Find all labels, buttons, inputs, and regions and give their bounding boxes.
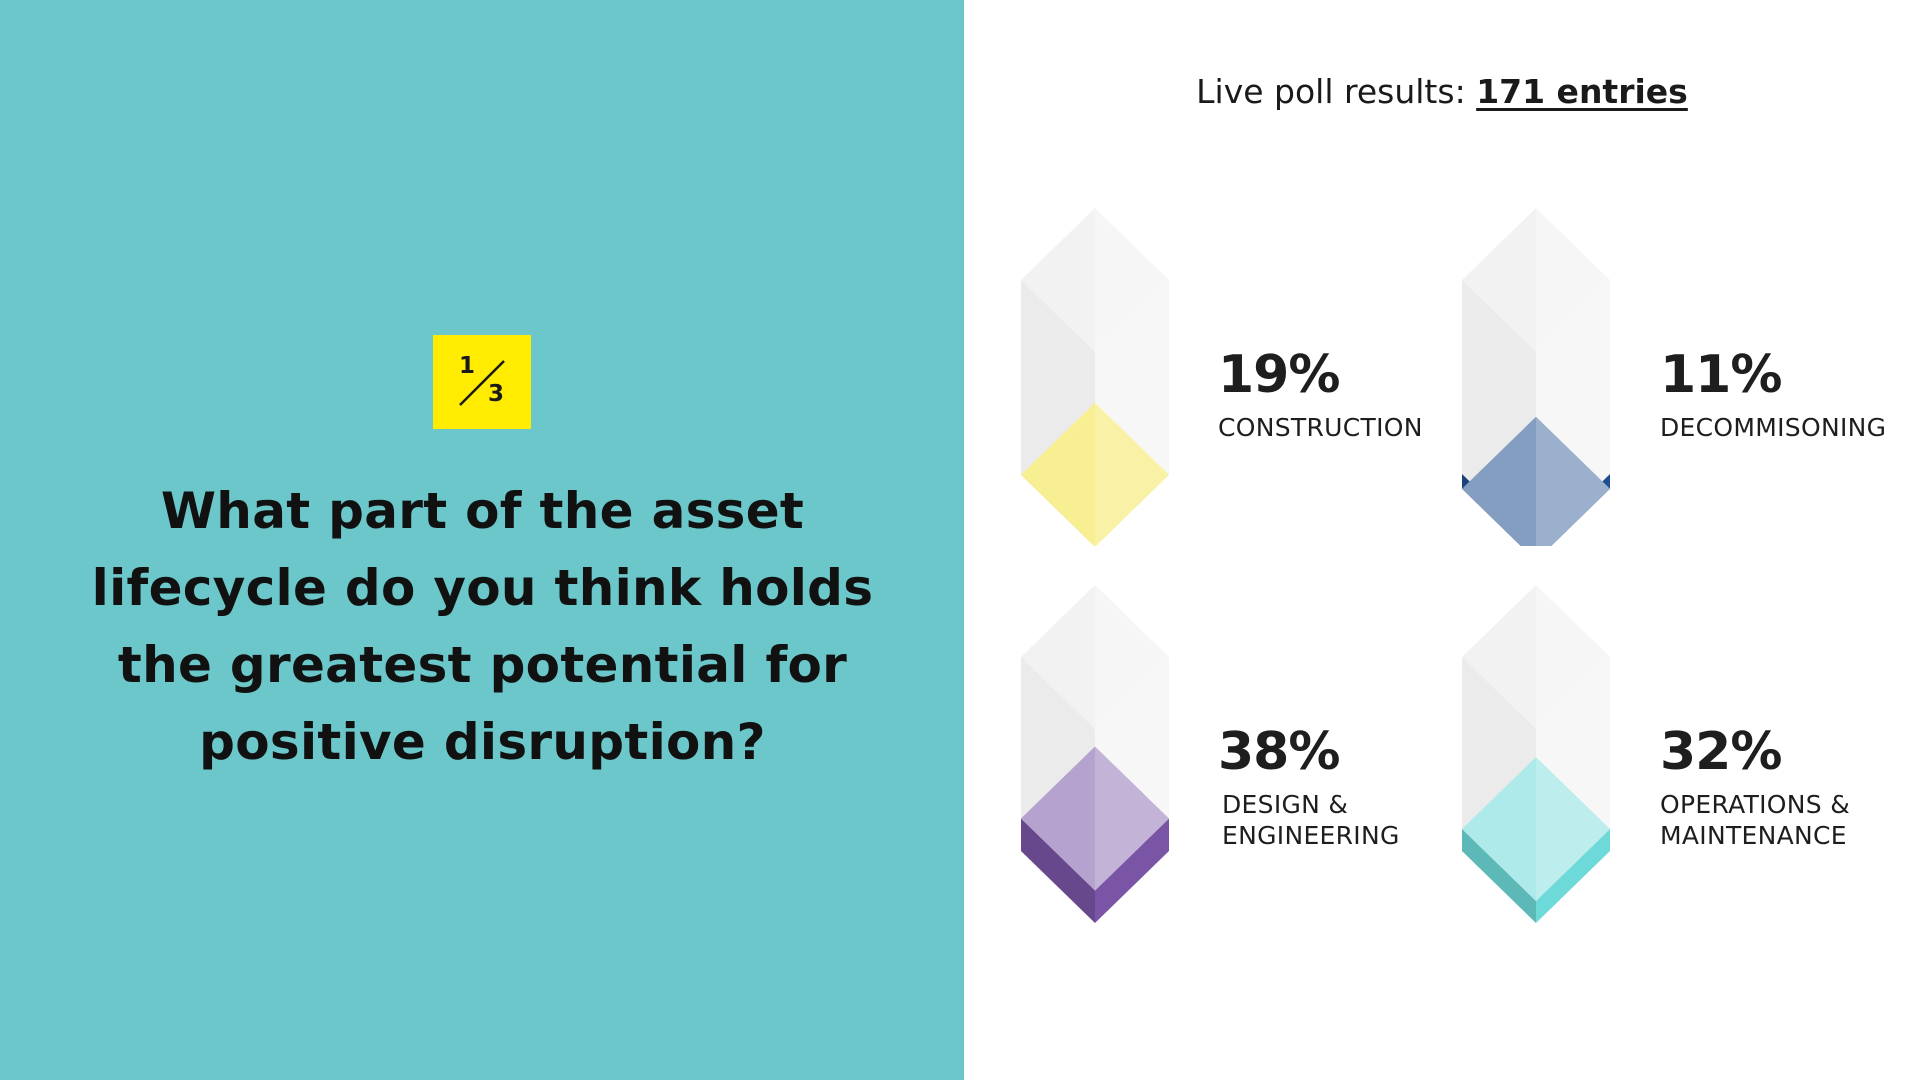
- gem-shape: [1462, 208, 1610, 546]
- result-percent-decommisoning: 11%: [1660, 345, 1782, 405]
- gem-ghost-top-left: [1462, 208, 1536, 352]
- result-label-decommisoning: DECOMMISONING: [1660, 412, 1886, 443]
- result-label-line: DECOMMISONING: [1660, 413, 1887, 442]
- result-gem-operations-maintenance: [1462, 585, 1610, 923]
- result-label-construction: CONSTRUCTION: [1218, 412, 1423, 443]
- poll-results-prefix: Live poll results:: [1196, 72, 1477, 111]
- result-gem-construction: [1021, 208, 1169, 546]
- gem-ghost-top-left: [1021, 585, 1095, 729]
- question-panel: 1 3 What part of the asset lifecycle do …: [0, 0, 964, 1080]
- gem-shape: [1021, 208, 1169, 546]
- gem-fill-top-right: [1536, 416, 1610, 546]
- gem-ghost-top-right: [1536, 585, 1610, 729]
- gem-fill-top-left: [1021, 746, 1095, 891]
- gem-fill-top-left: [1462, 416, 1536, 546]
- gem-fill-top-right: [1095, 402, 1169, 546]
- gem-fill-top-right: [1095, 746, 1169, 891]
- gem-fill-top-left: [1462, 757, 1536, 901]
- result-percent-design-engineering: 38%: [1218, 722, 1340, 782]
- gem-fill-right: [1536, 829, 1610, 923]
- gem-ghost-top-right: [1095, 585, 1169, 729]
- gem-fill-top-right: [1536, 757, 1610, 901]
- result-percent-operations-maintenance: 32%: [1660, 722, 1782, 782]
- gem-fill-left: [1021, 818, 1095, 923]
- result-label-line: ENGINEERING: [1222, 821, 1400, 850]
- question-progress-badge: 1 3: [433, 335, 531, 429]
- gem-shape: [1021, 585, 1169, 923]
- progress-total: 3: [488, 381, 505, 407]
- gem-ghost-top-left: [1021, 208, 1095, 352]
- result-label-operations-maintenance: OPERATIONS & MAINTENANCE: [1660, 789, 1850, 851]
- gem-fill-left: [1462, 829, 1536, 923]
- gem-fill-top-left: [1021, 402, 1095, 546]
- progress-current: 1: [459, 353, 476, 379]
- fraction-slash-icon: [459, 360, 505, 406]
- poll-results-header: Live poll results: 171 entries: [964, 72, 1920, 111]
- result-percent-construction: 19%: [1218, 345, 1340, 405]
- result-label-design-engineering: DESIGN & ENGINEERING: [1222, 789, 1400, 851]
- result-label-line: CONSTRUCTION: [1218, 413, 1423, 442]
- entries-count-link[interactable]: 171 entries: [1476, 72, 1688, 111]
- result-label-line: OPERATIONS &: [1660, 790, 1851, 819]
- poll-question: What part of the asset lifecycle do you …: [91, 482, 874, 771]
- gem-fill-right: [1095, 818, 1169, 923]
- result-gem-decommisoning: [1462, 208, 1610, 546]
- result-label-line: DESIGN &: [1222, 790, 1349, 819]
- gem-ghost-top-right: [1536, 208, 1610, 352]
- gem-ghost-top-left: [1462, 585, 1536, 729]
- gem-shape: [1462, 585, 1610, 923]
- result-label-line: MAINTENANCE: [1660, 821, 1847, 850]
- gem-ghost-top-right: [1095, 208, 1169, 352]
- result-gem-design-engineering: [1021, 585, 1169, 923]
